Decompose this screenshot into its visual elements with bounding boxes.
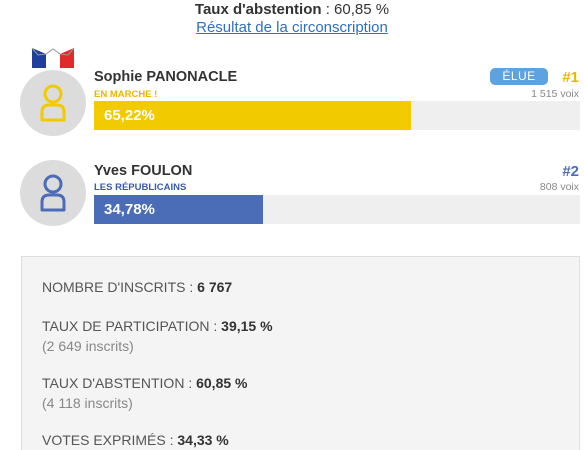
candidate-party-1: EN MARCHE !: [94, 89, 158, 100]
abstention-summary-label: Taux d'abstention: [194, 1, 322, 18]
result-bar-percent-2: 34,78%: [104, 201, 155, 218]
stat-participation-label: TAUX DE PARTICIPATION :: [42, 318, 222, 334]
result-bar-percent-1: 65,22%: [104, 107, 155, 124]
abstention-summary-sep: :: [321, 1, 335, 18]
result-bar-fill-2: 34,78%: [94, 195, 263, 224]
result-bar-track-2: 34,78%: [94, 195, 580, 224]
result-bar-fill-1: 65,22%: [94, 101, 411, 130]
stat-participation: TAUX DE PARTICIPATION : 39,15 %: [42, 318, 273, 334]
stat-abstention-label: TAUX D'ABSTENTION :: [42, 375, 197, 391]
kepi-tricolor-icon: [31, 47, 75, 68]
candidate-avatar-2: [20, 160, 86, 226]
abstention-summary-value: 60,85 %: [334, 1, 390, 18]
abstention-summary: Taux d'abstention : 60,85 %: [0, 1, 584, 18]
candidate-rank-2: #2: [562, 163, 579, 180]
stat-inscrits: NOMBRE D'INSCRITS : 6 767: [42, 279, 232, 295]
stat-abstention-value: 60,85 %: [196, 375, 248, 391]
candidate-name-2: Yves FOULON: [94, 163, 193, 179]
stat-participation-sub: (2 649 inscrits): [42, 338, 134, 354]
candidate-votes-1: 1 515 voix: [531, 88, 579, 100]
stat-exprimes-label: VOTES EXPRIMÉS :: [42, 432, 178, 448]
elected-badge: ÉLUE: [490, 68, 548, 85]
stat-exprimes: VOTES EXPRIMÉS : 34,33 %: [42, 432, 229, 448]
stat-inscrits-label: NOMBRE D'INSCRITS :: [42, 279, 198, 295]
stat-participation-value: 39,15 %: [221, 318, 273, 334]
candidate-card-2: Yves FOULON LES RÉPUBLICAINS #2 808 voix…: [0, 160, 584, 240]
candidate-name-1: Sophie PANONACLE: [94, 69, 238, 85]
circonscription-result-link[interactable]: Résultat de la circonscription: [196, 19, 388, 36]
person-icon: [40, 174, 66, 212]
result-bar-track-1: 65,22%: [94, 101, 580, 130]
stat-abstention: TAUX D'ABSTENTION : 60,85 %: [42, 375, 247, 391]
candidate-party-2: LES RÉPUBLICAINS: [94, 182, 187, 193]
candidate-votes-2: 808 voix: [539, 181, 579, 193]
stats-panel: NOMBRE D'INSCRITS : 6 767 TAUX DE PARTIC…: [21, 256, 580, 450]
candidate-avatar-1: [20, 70, 86, 136]
stat-inscrits-value: 6 767: [197, 279, 233, 295]
candidate-rank-1: #1: [562, 69, 579, 86]
stat-exprimes-value: 34,33 %: [177, 432, 229, 448]
stat-abstention-sub: (4 118 inscrits): [42, 395, 133, 411]
person-icon: [40, 84, 66, 122]
candidate-card-1: Sophie PANONACLE EN MARCHE ! ÉLUE #1 1 5…: [0, 47, 584, 138]
